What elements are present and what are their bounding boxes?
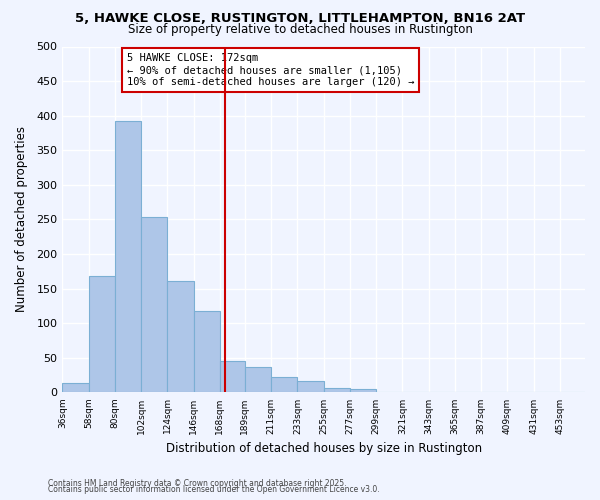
- Bar: [245, 367, 271, 392]
- Bar: [271, 377, 298, 392]
- Bar: [89, 276, 115, 392]
- Bar: [141, 218, 167, 392]
- Bar: [194, 311, 220, 392]
- Bar: [298, 382, 323, 392]
- Text: Contains HM Land Registry data © Crown copyright and database right 2025.: Contains HM Land Registry data © Crown c…: [48, 478, 347, 488]
- Text: Size of property relative to detached houses in Rustington: Size of property relative to detached ho…: [128, 22, 472, 36]
- Bar: [62, 384, 89, 392]
- Bar: [350, 389, 376, 392]
- Text: 5 HAWKE CLOSE: 172sqm
← 90% of detached houses are smaller (1,105)
10% of semi-d: 5 HAWKE CLOSE: 172sqm ← 90% of detached …: [127, 54, 414, 86]
- Y-axis label: Number of detached properties: Number of detached properties: [15, 126, 28, 312]
- Bar: [167, 281, 194, 392]
- Bar: [323, 388, 350, 392]
- Text: Contains public sector information licensed under the Open Government Licence v3: Contains public sector information licen…: [48, 485, 380, 494]
- Bar: [115, 120, 141, 392]
- X-axis label: Distribution of detached houses by size in Rustington: Distribution of detached houses by size …: [166, 442, 482, 455]
- Bar: [220, 362, 245, 392]
- Text: 5, HAWKE CLOSE, RUSTINGTON, LITTLEHAMPTON, BN16 2AT: 5, HAWKE CLOSE, RUSTINGTON, LITTLEHAMPTO…: [75, 12, 525, 26]
